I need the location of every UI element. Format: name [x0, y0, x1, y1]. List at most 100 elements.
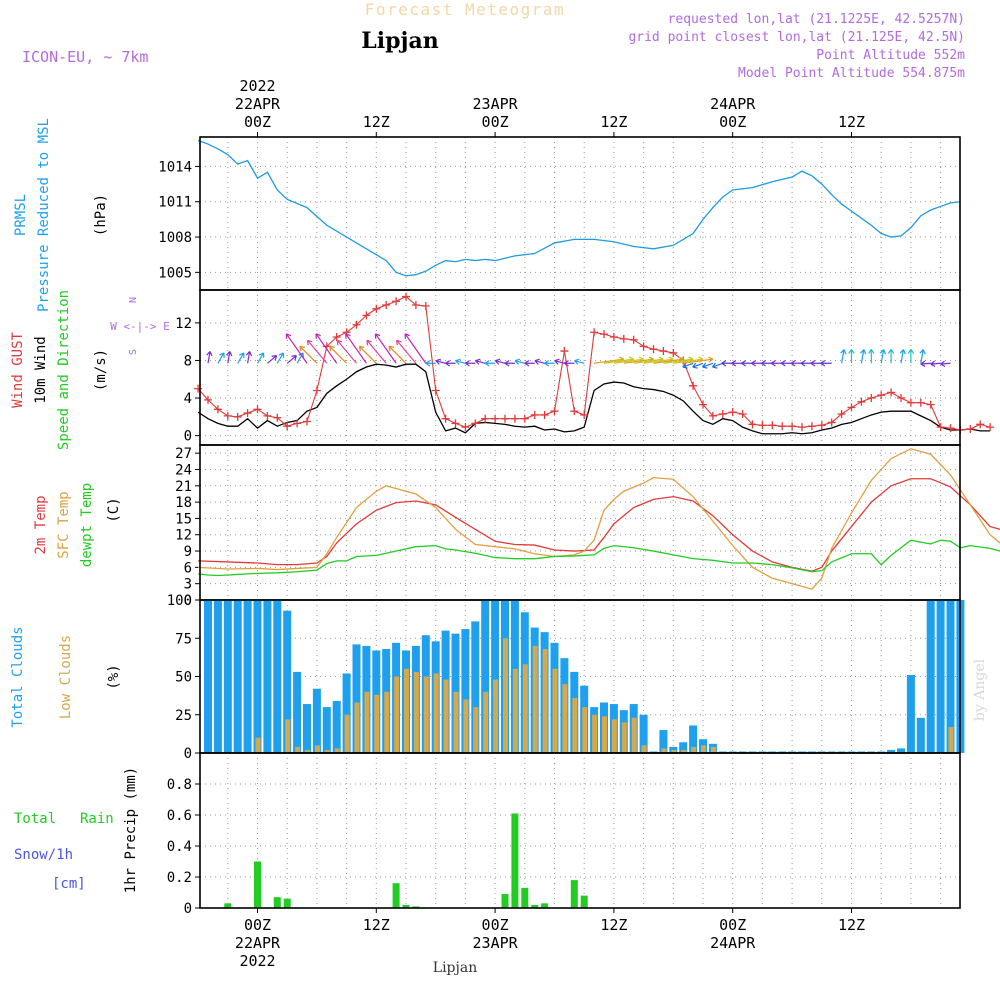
wind-gust-marker: [411, 301, 420, 310]
low-cloud-bar: [453, 691, 459, 753]
rain-bar: [224, 903, 232, 908]
low-cloud-bar: [334, 748, 340, 753]
y-tick-label: 0.8: [167, 777, 192, 793]
wind-direction-arrow: [245, 351, 253, 364]
low-cloud-bar: [522, 664, 528, 753]
wind-direction-arrow: [404, 333, 427, 364]
rain-bar: [511, 813, 519, 908]
low-cloud-bar: [631, 717, 637, 753]
time-axis-label: 24APR: [710, 95, 756, 113]
temp-labels: 2m Temp SFC Temp dewpt Temp (C): [33, 483, 122, 567]
location-title: Lipjan: [361, 28, 438, 54]
wind-direction-arrow: [475, 358, 486, 365]
low-clouds-label: Low Clouds: [58, 635, 74, 719]
wind-gust-marker: [421, 301, 430, 310]
total-cloud-bar: [263, 600, 272, 753]
total-cloud-bar: [471, 621, 480, 753]
wind-direction-arrow: [790, 360, 802, 367]
wind-10m-label: 10m Wind: [33, 336, 49, 403]
panel-frame: [199, 289, 961, 446]
y-tick-label: 12: [175, 316, 192, 332]
wind-gust-marker: [590, 328, 599, 337]
wind-gust-label: Wind GUST: [10, 332, 26, 408]
wind-gust-marker: [471, 419, 480, 428]
wind-direction-arrow: [800, 360, 812, 367]
wind-gust-marker: [570, 407, 579, 416]
low-cloud-bar: [483, 691, 489, 753]
wind-direction-arrow: [445, 360, 456, 367]
total-cloud-bar: [273, 600, 282, 753]
pressure-desc-label: Pressure Reduced to MSL: [36, 118, 52, 312]
wind-direction-arrow: [336, 339, 357, 364]
point-altitude: Point Altitude 552m: [816, 48, 965, 63]
y-tick-label: 24: [175, 462, 192, 478]
time-axis-label: 12Z: [363, 916, 390, 934]
wind-direction-arrow: [484, 360, 496, 367]
temp-unit-label: (C): [106, 497, 122, 522]
wind-gust-marker: [382, 301, 391, 310]
total-cloud-bar: [243, 600, 252, 753]
wind-10m-line: [197, 363, 991, 435]
low-cloud-bar: [324, 749, 330, 753]
low-cloud-bar: [592, 714, 598, 753]
wind-gust-marker: [798, 423, 806, 432]
wind-gust-marker: [936, 423, 945, 432]
wind-direction-arrow: [711, 362, 724, 369]
wind-unit-label: (m/s): [93, 349, 109, 391]
time-axis-label: 12Z: [600, 916, 627, 934]
prmsl-line: [197, 139, 961, 277]
wind-direction-arrow: [206, 351, 213, 364]
prmsl-label: PRMSL: [13, 194, 29, 236]
wind-gust-marker: [758, 421, 767, 430]
wind-gust-marker: [402, 292, 410, 301]
time-axis-label: 22APR: [235, 934, 281, 952]
wind-direction-arrow: [514, 358, 525, 365]
wind-gust-marker: [748, 420, 757, 429]
low-cloud-bar: [641, 745, 647, 753]
total-label: Total: [14, 811, 56, 827]
y-tick-label: 21: [175, 479, 192, 495]
total-cloud-bar: [906, 674, 915, 753]
wind-direction-arrow: [276, 352, 285, 364]
wind-gust-marker: [243, 409, 252, 418]
total-cloud-bar: [679, 742, 688, 753]
time-axis-label: 22APR: [235, 95, 281, 113]
footer-location: Lipjan: [433, 960, 477, 976]
wind-gust-marker: [708, 411, 717, 420]
wind-direction-arrow: [504, 360, 515, 367]
low-cloud-bar: [701, 745, 706, 753]
wind-gust-marker: [273, 413, 282, 422]
wind-direction-arrow: [396, 339, 417, 364]
total-cloud-bar: [322, 707, 331, 753]
total-cloud-bar: [936, 600, 945, 753]
wind-speed-dir-label: Speed and Direction: [56, 290, 72, 450]
wind-gust-marker: [718, 410, 727, 418]
cloud-labels: Total Clouds Low Clouds (%): [10, 626, 122, 727]
low-cloud-bar: [463, 699, 469, 753]
wind-gust-marker: [877, 391, 886, 400]
y-tick-label: 1008: [158, 230, 192, 246]
rain-bar: [570, 880, 578, 908]
wind-gust-marker: [303, 417, 311, 426]
wind-gust-marker: [817, 421, 826, 430]
low-cloud-bar: [532, 645, 538, 753]
wind-direction-arrow: [751, 360, 763, 367]
y-tick-label: 1014: [158, 159, 192, 175]
wind-gust-marker: [629, 335, 638, 344]
low-cloud-bar: [710, 746, 716, 753]
y-tick-label: 9: [184, 544, 192, 560]
total-cloud-bar: [332, 700, 341, 753]
total-cloud-bar: [481, 600, 490, 753]
wind-gust-marker: [887, 388, 896, 397]
time-axis-label: 00Z: [719, 113, 746, 131]
wind-direction-arrow: [692, 362, 704, 369]
wind-gust-marker: [293, 419, 302, 428]
wind-gust-marker: [976, 420, 985, 429]
low-cloud-bar: [443, 679, 449, 753]
total-cloud-bar: [639, 714, 648, 753]
rain-bar: [501, 894, 509, 908]
total-cloud-bar: [659, 730, 668, 753]
wind-direction-arrow: [887, 348, 895, 364]
wind-direction-arrow: [920, 360, 931, 367]
compass-label-n: N: [128, 297, 139, 303]
